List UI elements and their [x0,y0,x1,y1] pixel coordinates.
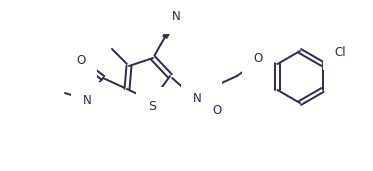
Text: NH: NH [193,91,210,104]
Text: Cl: Cl [335,45,346,58]
Text: O: O [253,52,263,65]
Text: O: O [76,55,86,68]
Text: O: O [212,104,222,117]
Text: N: N [172,10,181,23]
Text: S: S [148,100,156,113]
Text: N: N [83,94,91,107]
